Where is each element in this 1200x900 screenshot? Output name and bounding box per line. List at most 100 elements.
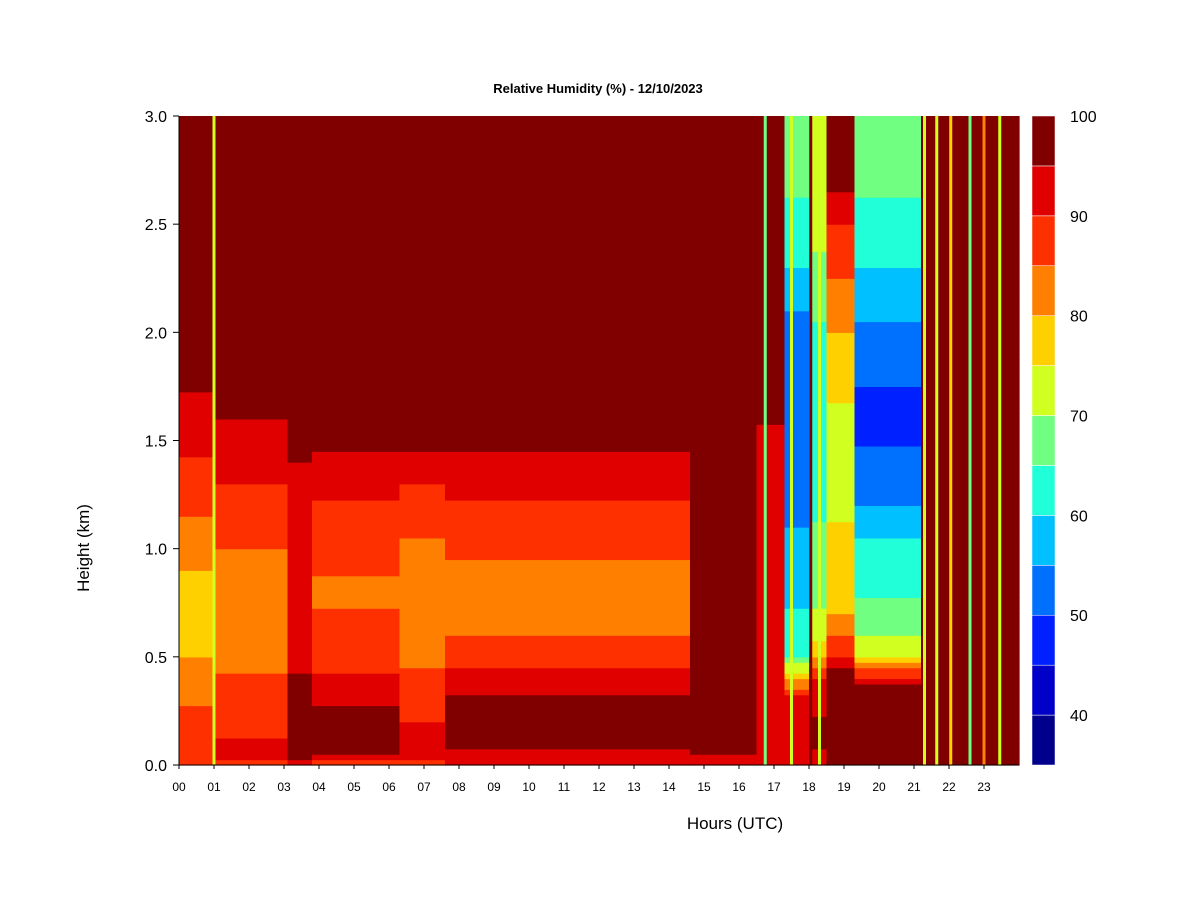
- rh-cell: [690, 759, 758, 766]
- rh-cell: [312, 353, 401, 360]
- rh-cell: [784, 521, 810, 528]
- rh-cell: [179, 467, 215, 474]
- y-tick-label: 0.5: [145, 650, 167, 667]
- rh-cell: [854, 597, 922, 604]
- rh-cell: [312, 321, 401, 328]
- rh-cell: [445, 391, 691, 398]
- rh-cell: [287, 521, 313, 528]
- rh-cell: [287, 424, 313, 431]
- rh-cell: [854, 554, 922, 561]
- rh-cell: [179, 694, 215, 701]
- rh-cell: [445, 153, 691, 160]
- rh-cell: [287, 445, 313, 452]
- rh-cell: [690, 575, 758, 582]
- rh-cell: [214, 348, 289, 355]
- rh-cell: [826, 710, 856, 717]
- rh-cell: [287, 294, 313, 301]
- profile-band-2: [287, 116, 313, 766]
- rh-cell: [287, 218, 313, 225]
- rh-cell: [312, 262, 401, 269]
- rh-cell: [214, 591, 289, 598]
- rh-cell: [756, 510, 786, 517]
- rh-cell: [312, 759, 401, 766]
- rh-cell: [287, 640, 313, 647]
- rh-cell: [179, 635, 215, 642]
- rh-cell: [399, 694, 446, 701]
- rh-cell: [756, 262, 786, 269]
- rh-cell: [445, 245, 691, 252]
- rh-cell: [854, 305, 922, 312]
- x-tick-label: 06: [382, 780, 396, 794]
- rh-cell: [690, 310, 758, 317]
- rh-cell: [445, 381, 691, 388]
- rh-cell: [312, 548, 401, 555]
- rh-cell: [445, 262, 691, 269]
- rh-cell: [214, 673, 289, 680]
- rh-cell: [445, 440, 691, 447]
- rh-cell: [179, 418, 215, 425]
- rh-cell: [854, 429, 922, 436]
- rh-cell: [312, 337, 401, 344]
- rh-cell: [287, 559, 313, 566]
- rh-cell: [399, 710, 446, 717]
- rh-cell: [784, 316, 810, 323]
- rh-cell: [690, 391, 758, 398]
- rh-cell: [690, 164, 758, 171]
- rh-cell: [214, 386, 289, 393]
- rh-cell: [445, 581, 691, 588]
- rh-cell: [287, 705, 313, 712]
- rh-cell: [690, 370, 758, 377]
- rh-cell: [179, 732, 215, 739]
- rh-cell: [854, 629, 922, 636]
- rh-cell: [287, 267, 313, 274]
- rh-cell: [312, 700, 401, 707]
- rh-cell: [399, 310, 446, 317]
- rh-cell: [399, 602, 446, 609]
- rh-cell: [399, 278, 446, 285]
- rh-cell: [445, 564, 691, 571]
- rh-cell: [214, 418, 289, 425]
- rh-cell: [287, 494, 313, 501]
- rh-cell: [179, 294, 215, 301]
- rh-cell: [399, 586, 446, 593]
- rh-cell: [854, 186, 922, 193]
- rh-cell: [756, 429, 786, 436]
- rh-cell: [826, 608, 856, 615]
- rh-cell: [312, 359, 401, 366]
- rh-cell: [179, 375, 215, 382]
- rh-cell: [287, 543, 313, 550]
- rh-cell: [690, 289, 758, 296]
- rh-cell: [445, 586, 691, 593]
- x-tick-label: 17: [767, 780, 781, 794]
- rh-cell: [756, 197, 786, 204]
- rh-cell: [784, 337, 810, 344]
- rh-cell: [690, 153, 758, 160]
- rh-cell: [445, 635, 691, 642]
- colorbar-swatch: [1031, 165, 1056, 217]
- x-tick-label: 09: [487, 780, 501, 794]
- rh-cell: [756, 716, 786, 723]
- rh-cell: [756, 694, 786, 701]
- rh-cell: [214, 337, 289, 344]
- rh-cell: [690, 299, 758, 306]
- rh-cell: [756, 591, 786, 598]
- rh-cell: [312, 581, 401, 588]
- rh-cell: [826, 532, 856, 539]
- rh-cell: [399, 381, 446, 388]
- rh-cell: [854, 591, 922, 598]
- rh-cell: [214, 646, 289, 653]
- rh-cell: [854, 391, 922, 398]
- rh-cell: [826, 234, 856, 241]
- rh-cell: [784, 116, 810, 123]
- rh-cell: [690, 278, 758, 285]
- rh-cell: [784, 213, 810, 220]
- rh-cell: [287, 408, 313, 415]
- rh-cell: [445, 224, 691, 231]
- rh-cell: [784, 132, 810, 139]
- rh-cell: [854, 397, 922, 404]
- rh-cell: [445, 510, 691, 517]
- chart-title: Relative Humidity (%) - 12/10/2023: [493, 81, 703, 96]
- rh-cell: [445, 321, 691, 328]
- rh-cell: [826, 251, 856, 258]
- rh-cell: [690, 424, 758, 431]
